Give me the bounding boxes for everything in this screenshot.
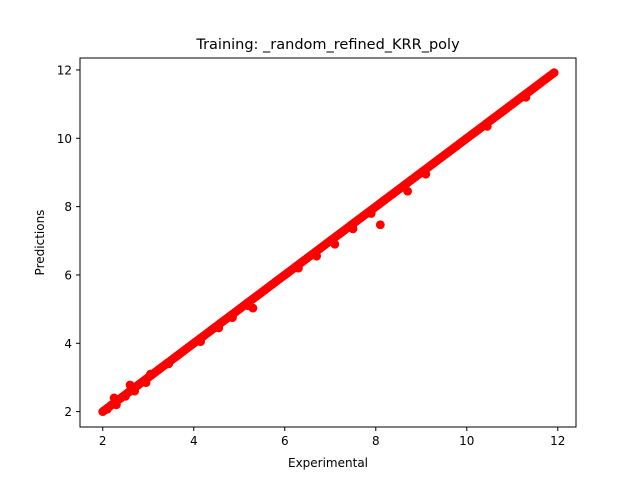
data-point — [521, 92, 531, 102]
y-tick-label: 2 — [64, 405, 72, 419]
data-point — [294, 263, 303, 273]
data-point — [141, 378, 151, 387]
y-tick-label: 12 — [57, 63, 72, 77]
data-point — [214, 323, 224, 333]
data-point — [348, 224, 358, 234]
data-point — [164, 359, 174, 369]
y-tick-label: 4 — [64, 337, 72, 351]
data-point — [228, 313, 237, 323]
data-point — [112, 400, 121, 410]
data-point — [146, 369, 155, 379]
y-axis-label: Predictions — [33, 210, 47, 276]
data-point — [121, 391, 130, 401]
y-tick-label: 6 — [64, 268, 72, 282]
x-tick-label: 12 — [550, 434, 565, 448]
x-tick-label: 4 — [190, 434, 198, 448]
x-tick-label: 6 — [281, 434, 289, 448]
chart-title: Training: _random_refined_KRR_poly — [195, 37, 460, 53]
data-point — [330, 239, 340, 249]
data-point — [102, 404, 112, 414]
data-point — [375, 220, 385, 230]
data-point — [109, 393, 119, 403]
y-tick-label: 10 — [57, 132, 72, 146]
data-points — [98, 68, 559, 417]
data-point — [421, 169, 431, 179]
data-point — [403, 186, 413, 196]
data-point — [130, 386, 140, 396]
x-axis-ticks: 2 4 6 8 10 12 — [99, 427, 565, 448]
y-axis-ticks: 2 4 6 8 10 12 — [57, 63, 80, 419]
x-axis-label: Experimental — [288, 456, 368, 470]
data-point — [125, 380, 135, 390]
y-tick-label: 8 — [64, 200, 72, 214]
x-tick-label: 8 — [372, 434, 380, 448]
data-point — [482, 121, 492, 131]
x-tick-label: 2 — [99, 434, 107, 448]
plot-area-frame — [79, 57, 577, 428]
data-point — [549, 68, 559, 78]
data-point — [248, 303, 258, 313]
data-point — [366, 209, 376, 218]
data-point — [312, 251, 322, 261]
data-point — [196, 337, 205, 346]
x-tick-label: 10 — [459, 434, 474, 448]
